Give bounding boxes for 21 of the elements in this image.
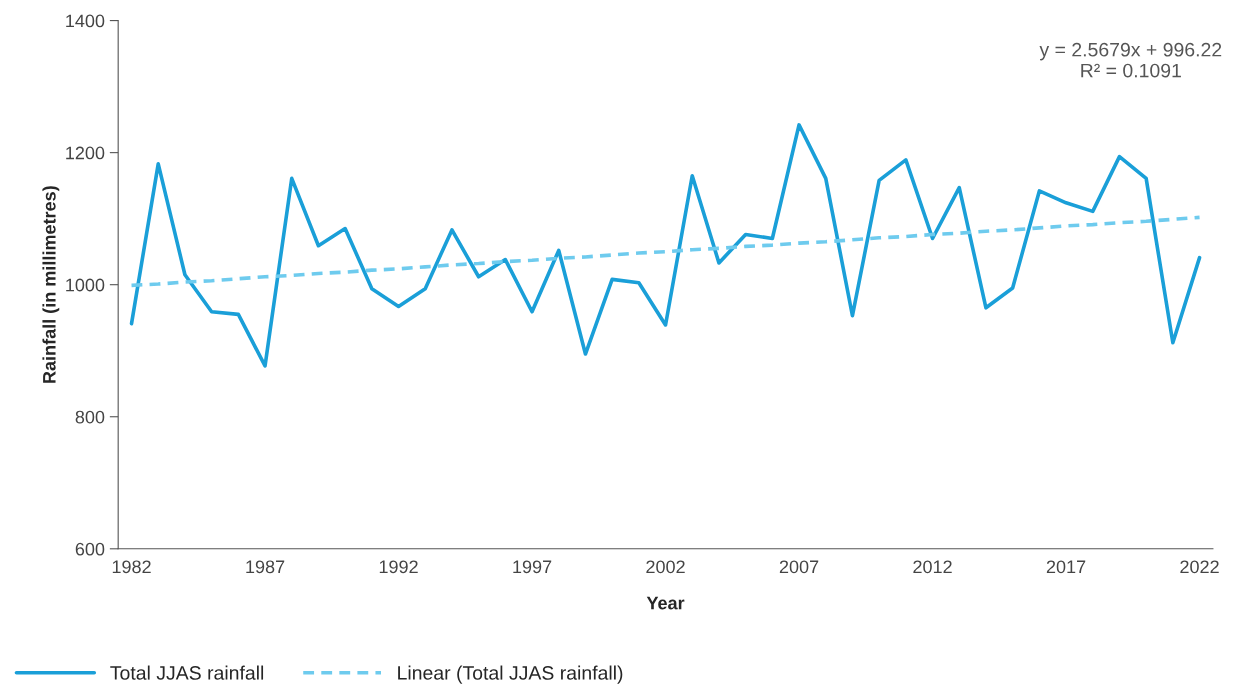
y-tick-label: 1000 (66, 278, 105, 292)
x-tick-label: 1992 (379, 560, 418, 574)
y-axis-title: Rainfall (in millimetres) (42, 186, 60, 383)
x-tick-label: 1987 (246, 560, 285, 574)
x-tick-label: 2007 (779, 560, 819, 574)
x-tick-label: 1982 (112, 560, 151, 574)
x-tick-label: 2022 (1180, 560, 1219, 574)
y-tick-label: 1200 (66, 146, 105, 160)
line-series (129, 215, 1202, 288)
legend-label: Linear (Total JJAS rainfall) (398, 665, 623, 684)
legend-label: Total JJAS rainfall (110, 665, 264, 680)
line-series (129, 123, 1202, 368)
x-tick-label: 2012 (913, 560, 952, 574)
y-tick-label: 1400 (66, 14, 105, 28)
y-tick-label: 600 (75, 542, 105, 556)
x-tick-label: 2017 (1046, 560, 1086, 574)
x-tick-label: 1997 (513, 560, 552, 574)
x-tick-label: 2002 (646, 560, 685, 574)
x-axis-title: Year (646, 596, 685, 610)
y-tick-label: 800 (75, 410, 105, 424)
annotation: y = 2.5679x + 996.22 R² = 0.1091 (1039, 42, 1222, 78)
